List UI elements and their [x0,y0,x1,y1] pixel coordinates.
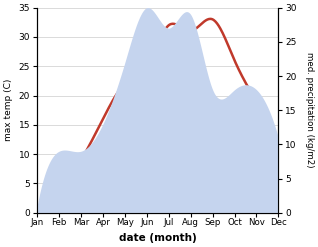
X-axis label: date (month): date (month) [119,233,197,243]
Y-axis label: max temp (C): max temp (C) [4,79,13,141]
Y-axis label: med. precipitation (kg/m2): med. precipitation (kg/m2) [305,52,314,168]
